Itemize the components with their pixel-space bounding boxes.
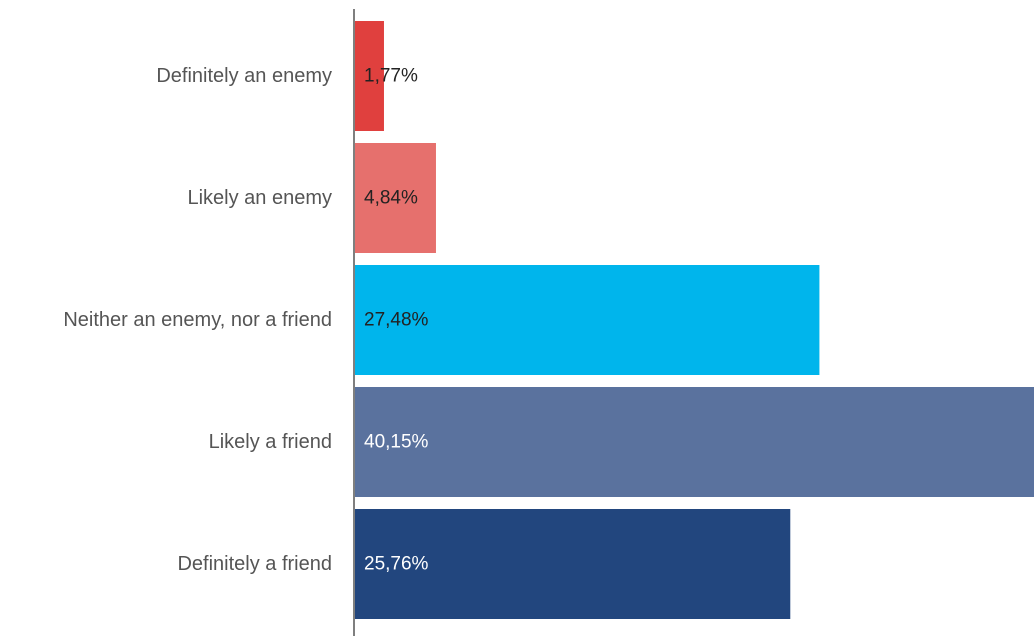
value-label: 27,48% <box>364 310 429 331</box>
value-label: 4,84% <box>364 188 418 209</box>
bars-layer <box>354 21 1034 619</box>
value-label: 1,77% <box>364 66 418 87</box>
value-label: 40,15% <box>364 432 429 453</box>
category-label: Definitely a friend <box>177 553 332 575</box>
bar-5 <box>354 509 791 619</box>
labels-layer: Definitely an enemy 1,77% Likely an enemy 4… <box>63 65 428 575</box>
category-label: Definitely an enemy <box>156 65 332 87</box>
bar-4 <box>354 387 1034 497</box>
category-label: Likely a friend <box>209 431 332 453</box>
value-label: 25,76% <box>364 554 429 575</box>
bar-2 <box>354 143 436 253</box>
bar-3 <box>354 265 820 375</box>
category-label: Neither an enemy, nor a friend <box>63 309 332 331</box>
category-label: Likely an enemy <box>187 187 332 209</box>
bar-1 <box>354 21 384 131</box>
